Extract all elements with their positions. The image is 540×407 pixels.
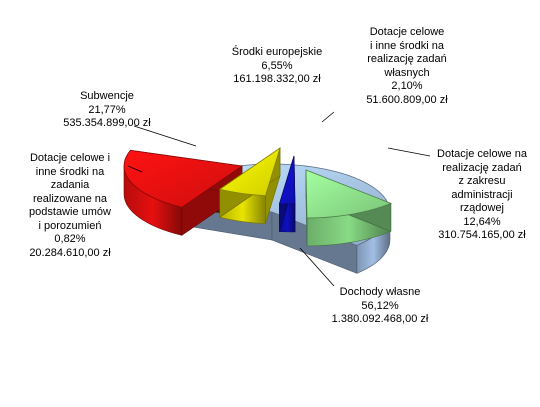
- leader-line-zlecone: [387, 147, 431, 157]
- label-zlecone-line: rządowej: [459, 202, 505, 214]
- label-wlasne-line: własnych: [384, 66, 430, 79]
- label-porozumienia-line: 0,82%: [54, 233, 86, 245]
- label-wlasne-line: 2,10%: [391, 80, 423, 92]
- label-porozumienia: Dotacje celowe i inne środki na zadania …: [14, 152, 126, 260]
- pie-slice-subwencje: [123, 149, 244, 236]
- pie-slice-wlasne: [278, 155, 296, 233]
- label-zlecone-line: z zakresu: [458, 175, 506, 187]
- label-wlasne-line: Dotacje celowe: [369, 26, 445, 38]
- label-europejskie: Środki europejskie 6,55% 161.198.332,00 …: [222, 46, 332, 87]
- label-zlecone-line: 310.754.165,00 zł: [438, 229, 526, 241]
- pie-slice-zlecone: [305, 169, 392, 247]
- label-zlecone: Dotacje celowe na realizację zadań z zak…: [428, 148, 536, 243]
- leader-line-dochody: [299, 247, 335, 287]
- label-subwencje: Subwencje 21,77% 535.354.899,00 zł: [52, 90, 162, 131]
- label-europejskie-line: Środki europejskie: [231, 46, 323, 58]
- leader-line-subwencje: [133, 125, 197, 147]
- label-wlasne: Dotacje celowe i inne środki na realizac…: [352, 26, 462, 107]
- label-zlecone-line: Dotacje celowe na: [437, 148, 527, 160]
- label-zlecone-line: 12,64%: [463, 215, 501, 228]
- label-zlecone-line: realizację zadań: [442, 161, 522, 174]
- label-porozumienia-line: Dotacje celowe i: [29, 152, 111, 164]
- label-subwencje-line: 21,77%: [88, 103, 126, 116]
- label-porozumienia-line: 20.284.610,00 zł: [29, 246, 111, 259]
- label-dochody-line: 1.380.092.468,00 zł: [331, 313, 429, 325]
- label-porozumienia-line: podstawie umów: [29, 206, 111, 218]
- leader-line-porozumienia: [127, 165, 143, 173]
- label-wlasne-line: realizację zadań: [367, 53, 447, 65]
- label-dochody: Dochody własne 56,12% 1.380.092.468,00 z…: [320, 286, 440, 327]
- label-porozumienia-line: inne środki na: [35, 165, 105, 178]
- label-subwencje-line: Subwencje: [80, 90, 134, 102]
- label-wlasne-line: i inne środki na: [370, 39, 444, 52]
- label-porozumienia-line: realizowane na: [33, 192, 107, 205]
- label-dochody-line: 56,12%: [361, 299, 399, 312]
- label-wlasne-line: 51.600.809,00 zł: [366, 93, 448, 106]
- label-zlecone-line: administracji: [451, 188, 513, 201]
- pie-slice-europejskie: [218, 147, 281, 224]
- label-dochody-line: Dochody własne: [339, 286, 421, 298]
- label-europejskie-line: 161.198.332,00 zł: [233, 73, 321, 85]
- label-subwencje-line: 535.354.899,00 zł: [63, 117, 151, 129]
- label-porozumienia-line: i porozumień: [38, 219, 102, 232]
- label-europejskie-line: 6,55%: [261, 59, 293, 72]
- leader-line-wlasne: [321, 111, 335, 123]
- label-porozumienia-line: zadania: [50, 179, 90, 191]
